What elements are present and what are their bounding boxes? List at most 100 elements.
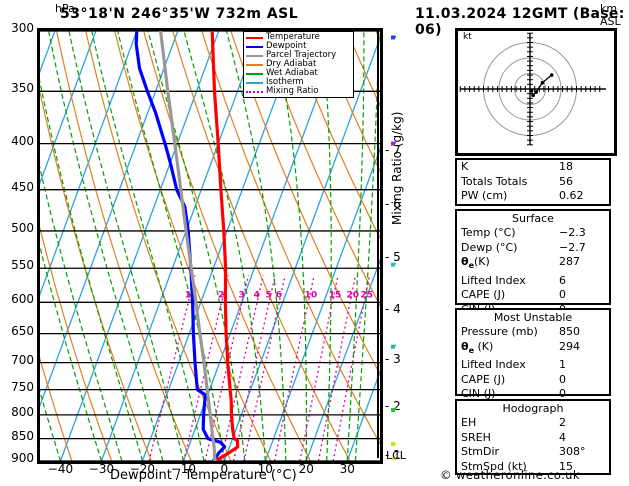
altitude-tick-3km: - 3 xyxy=(385,351,401,366)
panel-row-value: 56 xyxy=(559,174,573,188)
pressure-unit-label: hPa xyxy=(55,2,75,15)
temp-tick--30: −30 xyxy=(88,462,115,476)
most-unstable-parcel-panel: Most Unstable Pressure (mb) 850 θe (K) 294 Li… xyxy=(455,308,611,400)
panel-row-key: CIN (J) xyxy=(461,387,496,401)
altitude-tick-6km: - 6 xyxy=(385,197,401,212)
altitude-unit-label: km xyxy=(600,2,618,15)
wind-barb xyxy=(391,141,396,146)
panel-row-key: Lifted Index xyxy=(461,358,526,372)
panel-row-value: 0 xyxy=(559,288,566,302)
panel-row-value: 1 xyxy=(559,358,566,372)
panel-row-value: 308° xyxy=(559,445,586,458)
wind-barb xyxy=(391,262,396,267)
panel-row-value: 2 xyxy=(559,416,566,429)
temp-tick-30: 30 xyxy=(339,462,355,476)
surface-row: θe(K) 287 xyxy=(457,255,609,274)
most-unstable-row: Lifted Index 1 xyxy=(457,358,609,373)
panel-row-value: 0 xyxy=(559,387,566,401)
panel-row-key: K xyxy=(461,160,469,173)
wind-barb xyxy=(391,442,396,447)
surface-panel-title: Surface xyxy=(512,212,554,225)
svg-text:6: 6 xyxy=(276,290,282,300)
panel-row-value: 6 xyxy=(559,273,566,287)
legend-item-mixing-ratio: Mixing Ratio xyxy=(246,86,351,96)
hodograph-panel-title: Hodograph xyxy=(502,402,564,415)
legend-swatch-icon xyxy=(246,54,263,57)
legend-swatch-icon xyxy=(246,90,263,93)
copyright-footer: © weatheronline.co.uk xyxy=(440,468,580,482)
forecast-datetime: 11.03.2024 12GMT (Base: 06) xyxy=(415,6,625,38)
hodograph-row: StmSpd (kt) 15 xyxy=(457,460,609,475)
legend: Temperature Dewpoint Parcel Trajectory Dry … xyxy=(243,31,354,98)
svg-text:3: 3 xyxy=(238,290,244,300)
altitude-tick-4km: - 4 xyxy=(385,301,401,316)
legend-swatch-icon xyxy=(246,36,263,39)
legend-label: Isotherm xyxy=(266,76,304,87)
hodograph-row: EH 2 xyxy=(457,416,609,431)
altitude-ref-label: ASL xyxy=(600,15,621,28)
hodograph-row: SREH 4 xyxy=(457,431,609,446)
panel-row-value: 18 xyxy=(559,160,573,173)
legend-label: Dewpoint xyxy=(266,40,307,51)
wind-barb xyxy=(391,407,396,412)
panel-row-key: Dewp (°C) xyxy=(461,240,518,254)
svg-text:15: 15 xyxy=(329,290,342,300)
svg-text:20: 20 xyxy=(347,290,360,300)
wind-barb-column xyxy=(377,28,379,458)
wind-barb xyxy=(391,456,396,460)
altitude-tick-5km: - 5 xyxy=(385,250,401,265)
surface-row: Lifted Index 6 xyxy=(457,274,609,289)
panel-row-value: 287 xyxy=(559,255,580,268)
hodograph-plot[interactable] xyxy=(458,31,608,147)
svg-text:4: 4 xyxy=(254,290,260,300)
temp-tick--40: −40 xyxy=(47,462,74,476)
panel-row-value: 0.62 xyxy=(559,189,584,202)
sounding-plot-area[interactable]: 1 2 3 4 5 6 10 15 20 25 xyxy=(40,31,380,461)
panel-row-key: θe (K) xyxy=(461,339,494,355)
surface-parcel-panel: Surface Temp (°C) −2.3 Dewp (°C) −2.7 θe(K) 28… xyxy=(455,209,611,316)
pressure-tick-900: 900 xyxy=(11,451,34,465)
panel-row-key: θe(K) xyxy=(461,255,490,271)
legend-item-isotherm: Isotherm xyxy=(246,76,351,87)
wind-barb xyxy=(391,344,396,349)
most-unstable-row: Pressure (mb) 850 xyxy=(457,325,609,340)
stability-indices-panel: K 18 Totals Totals 56 PW (cm) 0.62 xyxy=(455,158,611,206)
legend-swatch-icon xyxy=(246,81,263,84)
index-row: PW (cm) 0.62 xyxy=(457,189,609,204)
legend-label: Temperature xyxy=(266,31,320,42)
pressure-tick-300: 300 xyxy=(11,21,34,35)
pressure-tick-550: 550 xyxy=(11,258,34,273)
x-axis-title: Dewpoint / Temperature (°C) xyxy=(110,468,297,483)
wind-barbs xyxy=(391,35,396,460)
page-title: 53°18'N 246°35'W 732m ASL xyxy=(60,6,299,22)
legend-item-dewpoint: Dewpoint xyxy=(246,40,351,51)
surface-row: CAPE (J) 0 xyxy=(457,288,609,303)
legend-label: Parcel Trajectory xyxy=(266,49,337,60)
pressure-tick-650: 650 xyxy=(11,323,34,338)
pressure-tick-700: 700 xyxy=(11,352,34,367)
panel-row-value: −2.7 xyxy=(559,240,586,254)
pressure-tick-600: 600 xyxy=(11,292,34,307)
panel-row-key: PW (cm) xyxy=(461,189,508,202)
svg-text:5: 5 xyxy=(266,290,272,300)
altitude-tick-2km: - 2 xyxy=(385,398,401,413)
panel-row-key: EH xyxy=(461,416,477,429)
svg-text:25: 25 xyxy=(361,290,374,300)
legend-label: Dry Adiabat xyxy=(266,58,317,69)
most-unstable-panel-title: Most Unstable xyxy=(493,311,573,324)
skewt-svg: 1 2 3 4 5 6 10 15 20 25 xyxy=(40,31,380,461)
sounding-plot-frame xyxy=(37,28,383,464)
legend-item-wet-adiabat: Wet Adiabat xyxy=(246,68,351,78)
panel-row-key: CAPE (J) xyxy=(461,288,506,302)
pressure-tick-500: 500 xyxy=(11,220,34,235)
panel-row-value: 0 xyxy=(559,372,566,386)
altitude-tick-7km: - 7 xyxy=(385,143,401,158)
most-unstable-row: CAPE (J) 0 xyxy=(457,373,609,388)
hodograph-unit-label: kt xyxy=(463,32,472,42)
index-row: K 18 xyxy=(457,160,609,175)
panel-row-key: Lifted Index xyxy=(461,273,526,287)
panel-row-key: Pressure (mb) xyxy=(461,325,538,338)
panel-row-value: 294 xyxy=(559,339,580,353)
panel-row-value: 15 xyxy=(559,459,573,473)
legend-swatch-icon xyxy=(246,63,263,66)
